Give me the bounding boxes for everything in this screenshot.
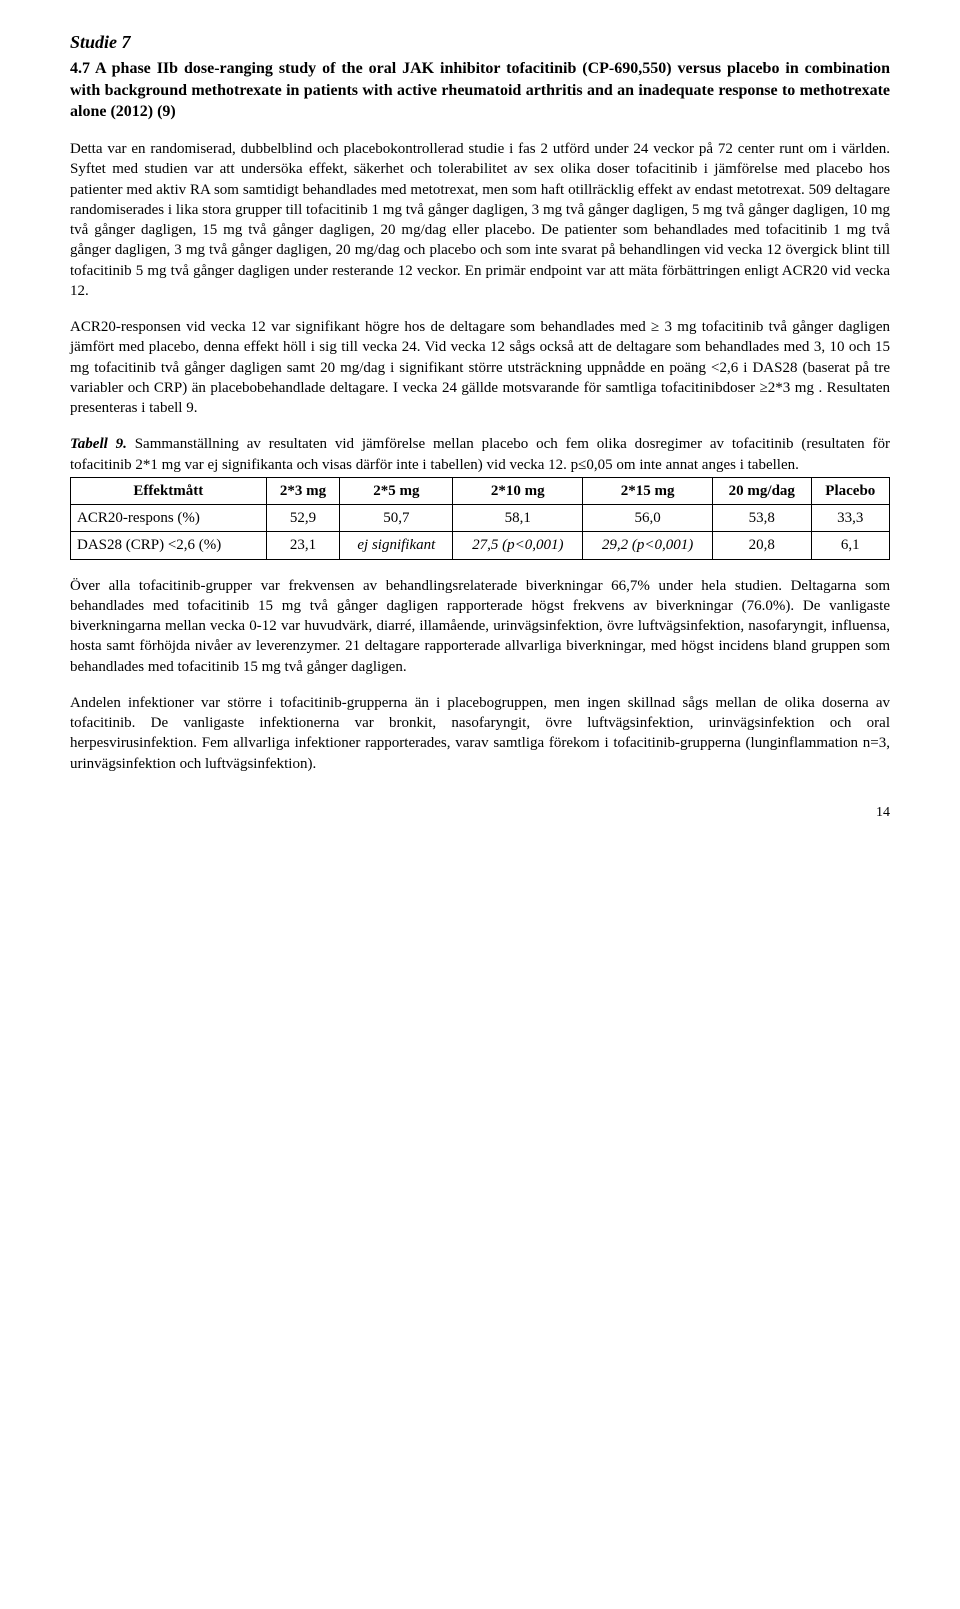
- table-caption-text: Sammanställning av resultaten vid jämför…: [70, 436, 890, 472]
- table-row: DAS28 (CRP) <2,6 (%) 23,1 ej signifikant…: [71, 532, 890, 559]
- paragraph-1: Detta var en randomiserad, dubbelblind o…: [70, 139, 890, 301]
- table-header-cell: 2*5 mg: [340, 477, 453, 504]
- paragraph-3: Över alla tofacitinib-grupper var frekve…: [70, 576, 890, 677]
- table-header-cell: 2*3 mg: [266, 477, 340, 504]
- paragraph-4: Andelen infektioner var större i tofacit…: [70, 693, 890, 774]
- table-header-cell: Placebo: [811, 477, 889, 504]
- table-caption: Tabell 9. Sammanställning av resultaten …: [70, 434, 890, 475]
- table-cell: 58,1: [453, 505, 583, 532]
- page-number: 14: [70, 804, 890, 823]
- table-cell: 27,5 (p<0,001): [453, 532, 583, 559]
- table-header-cell: 2*15 mg: [583, 477, 713, 504]
- table-cell: 50,7: [340, 505, 453, 532]
- table-cell: ej signifikant: [340, 532, 453, 559]
- study-heading: 4.7 A phase IIb dose-ranging study of th…: [70, 58, 890, 123]
- table-cell: 52,9: [266, 505, 340, 532]
- table-cell: 33,3: [811, 505, 889, 532]
- table-cell: 20,8: [713, 532, 812, 559]
- table-cell: 29,2 (p<0,001): [583, 532, 713, 559]
- table-cell: ACR20-respons (%): [71, 505, 267, 532]
- table-row: ACR20-respons (%) 52,9 50,7 58,1 56,0 53…: [71, 505, 890, 532]
- table-header-cell: 20 mg/dag: [713, 477, 812, 504]
- table-label: Tabell 9.: [70, 436, 127, 452]
- table-cell: 56,0: [583, 505, 713, 532]
- table-cell: 23,1: [266, 532, 340, 559]
- paragraph-2: ACR20-responsen vid vecka 12 var signifi…: [70, 317, 890, 418]
- table-header-cell: Effektmått: [71, 477, 267, 504]
- results-table: Effektmått 2*3 mg 2*5 mg 2*10 mg 2*15 mg…: [70, 477, 890, 560]
- table-cell: 53,8: [713, 505, 812, 532]
- table-header-row: Effektmått 2*3 mg 2*5 mg 2*10 mg 2*15 mg…: [71, 477, 890, 504]
- section-title: Studie 7: [70, 30, 890, 54]
- table-header-cell: 2*10 mg: [453, 477, 583, 504]
- table-cell: DAS28 (CRP) <2,6 (%): [71, 532, 267, 559]
- table-cell: 6,1: [811, 532, 889, 559]
